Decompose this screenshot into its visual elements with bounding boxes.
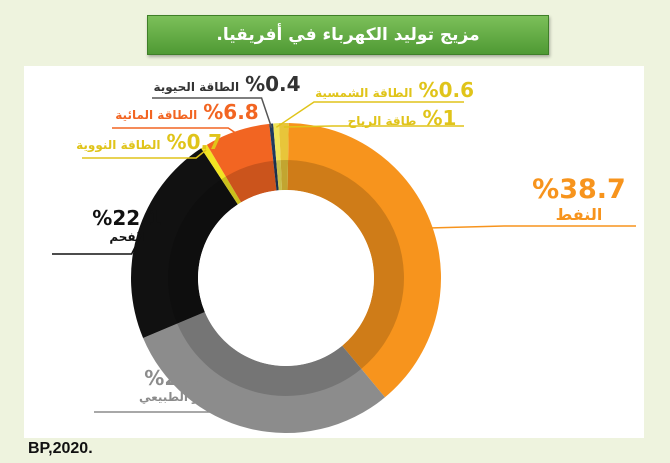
slice-2-leader [52, 233, 143, 255]
slice-1 [143, 312, 385, 433]
slice-1-value: %29.7 [144, 366, 214, 390]
slice-3-leader [82, 149, 207, 159]
slice-3 [201, 144, 242, 205]
chart-panel: %38.7 النفط %29.7 الغاز الطبيعي %22.1 الفحم %0… [24, 66, 644, 438]
slice-7 [278, 122, 289, 191]
slice-1-label: %29.7 الغاز الطبيعي [94, 366, 264, 404]
slice-0 [287, 123, 441, 398]
slice-5-shade [273, 160, 279, 191]
slice-7-leader [283, 125, 464, 128]
slice-2-shade [167, 179, 238, 324]
slice-6-shade [276, 160, 283, 191]
donut-chart [52, 97, 636, 433]
source-note: BP,2020. [28, 440, 93, 457]
slice-0-value: %38.7 [532, 174, 626, 205]
slice-2-name: الفحم [109, 230, 145, 244]
slice-7-shade [280, 160, 289, 191]
slice-3-label: %0.7 الطاقة النووية [76, 130, 222, 154]
slice-4-name: الطاقة المائية [115, 108, 198, 122]
slice-1-shade [177, 312, 362, 396]
slice-2-label: %22.1 الفحم [52, 206, 202, 244]
slice-0-shade [287, 160, 404, 369]
slice-5 [269, 123, 279, 191]
slice-4-label: %6.8 الطاقة المائية [112, 100, 262, 124]
slice-0-label: %38.7 النفط [514, 174, 644, 224]
slice-7-label: %1 طاقة الرياح [342, 106, 462, 130]
slice-3-shade [221, 176, 242, 205]
slice-0-leader [428, 225, 636, 229]
slice-5-leader [152, 97, 273, 128]
slice-0-name: النفط [555, 205, 603, 224]
slice-4-shade [225, 160, 277, 203]
donut-hole [198, 190, 374, 366]
slice-6-name: الطاقة الشمسية [315, 86, 413, 100]
slice-2-value: %22.1 [92, 206, 162, 230]
slice-3-name: الطاقة النووية [76, 138, 161, 152]
slice-4 [206, 123, 277, 203]
slice-4-value: %6.8 [203, 100, 259, 124]
chart-title: مزيج توليد الكهرباء في أفريقيا. [147, 15, 549, 55]
slice-5-value: %0.4 [245, 72, 301, 96]
slice-6-value: %0.6 [418, 78, 474, 102]
slice-7-value: %1 [422, 106, 457, 130]
slice-2 [131, 148, 238, 338]
slice-5-label: %0.4 الطاقة الحيوية [152, 72, 302, 96]
slice-5-name: الطاقة الحيوية [153, 80, 240, 94]
slice-6 [273, 123, 283, 191]
slice-6-leader [275, 101, 464, 128]
slice-1-name: الغاز الطبيعي [138, 390, 219, 404]
slice-1-leader [94, 411, 251, 426]
slice-4-leader [112, 127, 239, 136]
slice-3-value: %0.7 [166, 130, 222, 154]
slice-6-label: %0.6 الطاقة الشمسية [315, 78, 474, 102]
slice-7-name: طاقة الرياح [347, 114, 417, 128]
